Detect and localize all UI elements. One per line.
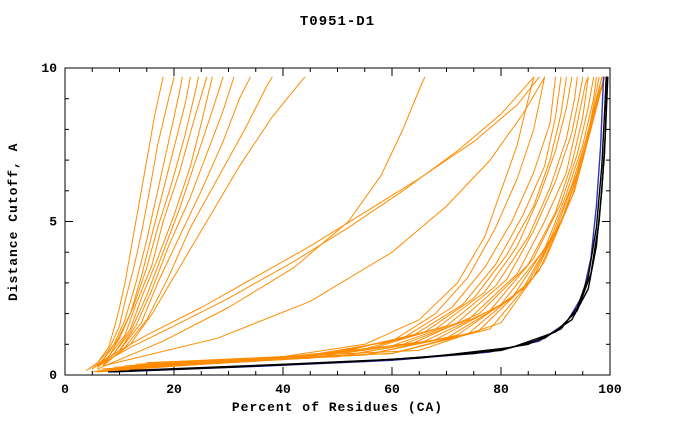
model-curve-black [107,76,607,373]
model-curve-orange [97,76,546,373]
model-curve-orange [113,76,589,368]
model-curve-orange [102,76,546,367]
model-curve-orange [97,76,251,367]
model-curve-orange [91,76,191,370]
x-tick-label: 0 [61,382,69,397]
x-tick-label: 20 [166,382,182,397]
y-tick-label: 0 [49,368,57,383]
model-curve-orange [146,76,603,364]
model-curve-orange [129,76,603,367]
model-curve-orange [129,76,600,367]
model-curve-black [129,76,608,372]
model-curve-orange [97,76,535,367]
model-curve-orange [108,76,578,370]
model-curve-orange [97,76,213,368]
y-tick-label: 5 [49,215,57,230]
model-curve-blue [113,76,605,373]
model-curve-orange [102,76,273,367]
model-curve-orange [97,76,235,367]
model-curve-orange [97,76,556,371]
x-tick-label: 40 [275,382,291,397]
x-axis-label: Percent of Residues (CA) [231,400,444,415]
model-curve-orange [86,76,164,371]
plot-title: T0951-D1 [299,14,376,30]
model-curve-orange [91,76,183,370]
model-curve-orange [97,76,426,370]
x-tick-label: 60 [384,382,400,397]
model-curve-orange [102,76,306,365]
model-curve-orange [86,76,175,371]
model-curve-orange [97,76,224,368]
model-curve-orange [135,76,605,365]
y-tick-label: 10 [41,61,57,76]
model-curve-orange [97,76,540,367]
model-curve-orange [119,76,595,368]
x-tick-label: 80 [493,382,509,397]
x-tick-label: 100 [598,382,622,397]
model-curve-orange [108,76,573,370]
model-curve-orange [146,76,605,364]
model-curve-orange [91,76,208,370]
model-curve-orange [91,76,199,370]
